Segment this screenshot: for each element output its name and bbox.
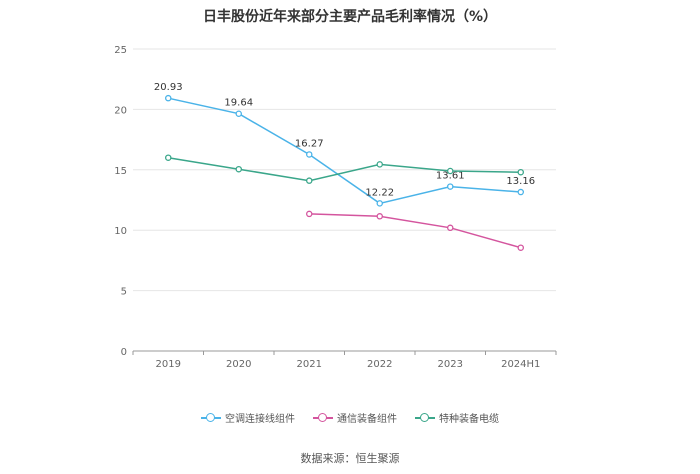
legend-label: 通信装备组件 bbox=[337, 414, 397, 425]
x-tick-label: 2023 bbox=[438, 359, 463, 370]
data-point bbox=[446, 224, 454, 232]
chart-title: 日丰股份近年来部分主要产品毛利率情况（%） bbox=[202, 9, 498, 25]
legend-swatch-icon bbox=[415, 412, 435, 423]
data-point bbox=[517, 168, 525, 176]
data-point bbox=[376, 213, 383, 220]
series-line-3 bbox=[168, 156, 521, 182]
data-point bbox=[446, 167, 454, 175]
data-label: 12.22 bbox=[365, 187, 394, 198]
x-tick-label: 2019 bbox=[156, 359, 181, 370]
data-point bbox=[517, 188, 525, 196]
y-tick-label: 10 bbox=[114, 226, 127, 237]
series-line-2 bbox=[309, 213, 522, 249]
x-tick-label: 2022 bbox=[367, 359, 392, 370]
y-tick-label: 20 bbox=[114, 105, 127, 116]
data-point bbox=[376, 161, 383, 168]
data-source-note: 数据来源：恒生聚源 bbox=[300, 452, 400, 465]
y-tick-label: 25 bbox=[114, 45, 127, 56]
y-tick-label: 5 bbox=[121, 287, 127, 298]
y-tick-label: 0 bbox=[121, 347, 127, 358]
data-point bbox=[235, 165, 242, 173]
data-point bbox=[164, 94, 172, 102]
data-point bbox=[235, 110, 242, 117]
data-point bbox=[305, 177, 313, 184]
legend-item-telecom-component[interactable]: 通信装备组件 bbox=[313, 410, 397, 425]
x-tick-label: 2024H1 bbox=[501, 359, 540, 370]
data-label: 16.27 bbox=[295, 138, 324, 149]
legend-label: 空调连接线组件 bbox=[225, 414, 295, 425]
data-point bbox=[446, 183, 454, 190]
data-label: 20.93 bbox=[154, 82, 183, 93]
x-tick-label: 2020 bbox=[226, 359, 251, 370]
data-point bbox=[305, 151, 313, 158]
data-label: 13.61 bbox=[436, 171, 465, 182]
y-tick-label: 15 bbox=[114, 166, 127, 177]
legend-label: 特种装备电缆 bbox=[439, 414, 499, 425]
legend-swatch-icon bbox=[313, 412, 333, 423]
data-label: 13.16 bbox=[506, 176, 535, 187]
legend-item-special-cable[interactable]: 特种装备电缆 bbox=[415, 410, 499, 425]
series-line-1 bbox=[168, 97, 521, 205]
x-tick-label: 2021 bbox=[297, 359, 322, 370]
data-point bbox=[164, 154, 172, 161]
data-label: 19.64 bbox=[224, 98, 253, 109]
legend-item-ac-connector[interactable]: 空调连接线组件 bbox=[201, 410, 295, 425]
legend: 空调连接线组件 通信装备组件 特种装备电缆 bbox=[0, 410, 700, 425]
data-point bbox=[305, 210, 313, 218]
data-point bbox=[376, 200, 383, 207]
legend-swatch-icon bbox=[201, 412, 221, 423]
data-point bbox=[517, 244, 525, 251]
